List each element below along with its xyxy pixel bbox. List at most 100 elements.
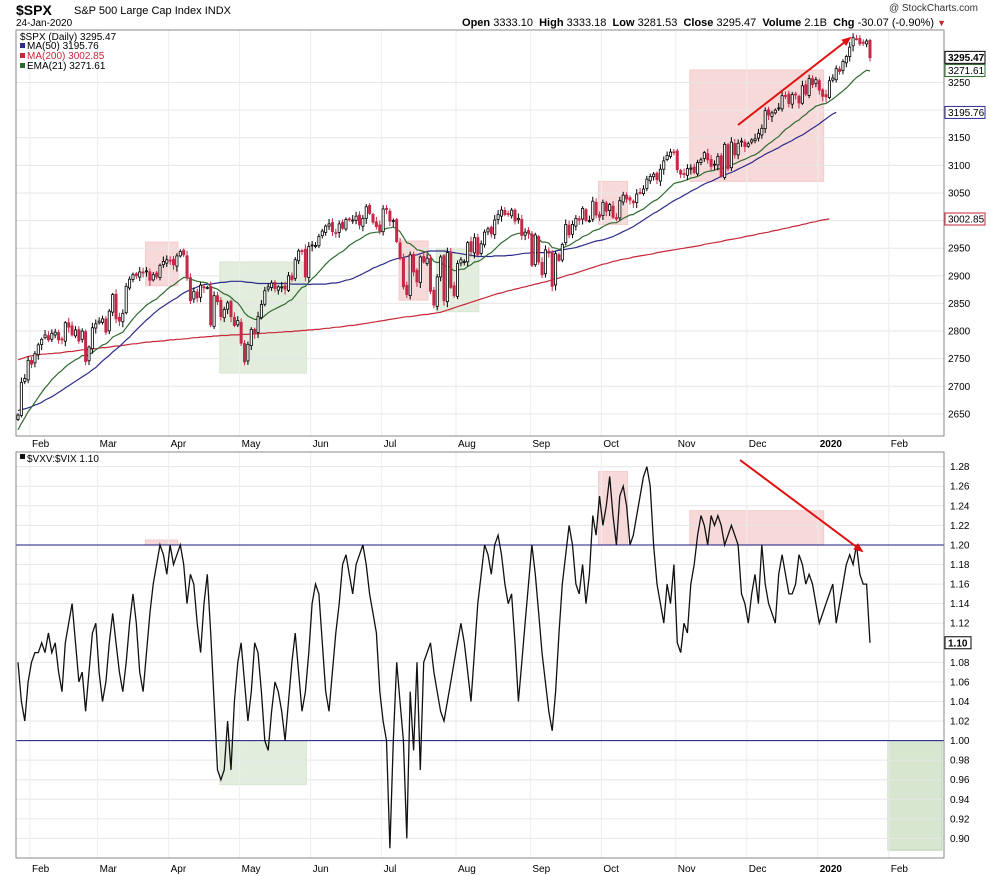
candle <box>750 138 754 145</box>
ratio-y-tick: 1.14 <box>950 599 970 610</box>
candle <box>685 164 689 181</box>
quote-summary: Open 3333.10 High 3333.18 Low 3281.53 Cl… <box>462 17 946 29</box>
candle <box>266 283 270 292</box>
candle-body <box>476 237 480 256</box>
candle <box>138 266 142 282</box>
low-value: 3281.53 <box>637 17 678 29</box>
volume-label: Volume <box>762 17 802 29</box>
candle-body <box>283 285 287 290</box>
price-x-tick: Jun <box>313 439 329 450</box>
candle-body <box>371 213 375 223</box>
candle-body <box>381 208 385 233</box>
candle <box>513 208 517 225</box>
volume-value: 2.1B <box>804 17 827 29</box>
candle <box>655 171 659 185</box>
price-y-tick: 2850 <box>948 299 971 310</box>
candle <box>192 287 196 303</box>
candle <box>60 336 64 345</box>
candle-body <box>104 318 108 333</box>
candle <box>212 291 216 330</box>
candle-body <box>564 224 568 244</box>
candle <box>324 224 328 236</box>
ratio-y-tick: 1.28 <box>950 462 970 473</box>
candle-body <box>794 93 798 96</box>
candle-body <box>422 255 426 263</box>
candle <box>604 200 608 217</box>
candle-body <box>222 309 226 319</box>
svg-text:MA(200) 3002.85: MA(200) 3002.85 <box>27 51 105 62</box>
candle <box>368 203 372 216</box>
candle <box>148 268 152 286</box>
price-tag-label: 3295.47 <box>948 53 985 64</box>
candle <box>151 271 155 282</box>
candle-body <box>780 95 784 110</box>
candle-body <box>84 331 88 362</box>
candle <box>520 214 524 240</box>
candle <box>378 220 382 235</box>
candle <box>466 241 470 267</box>
candle <box>827 76 831 100</box>
price-tag-box <box>944 50 986 64</box>
candle-body <box>209 286 213 326</box>
candle-body <box>709 159 713 167</box>
price-y-tick: 3050 <box>948 188 971 199</box>
candle-body <box>618 200 622 219</box>
security-name: S&P 500 Large Cap Index INDX <box>74 5 231 17</box>
candle <box>587 215 591 223</box>
candle-body <box>205 287 209 289</box>
candle <box>249 327 253 351</box>
ratio-y-tick: 1.20 <box>950 540 970 551</box>
candle-body <box>428 258 432 292</box>
candle <box>564 219 568 246</box>
candle-body <box>398 242 402 259</box>
candle-body <box>435 276 439 307</box>
price-panel-frame <box>15 29 945 437</box>
candle-body <box>814 79 818 84</box>
candle <box>239 318 243 346</box>
candle <box>117 312 121 327</box>
ratio-x-tick: Nov <box>678 864 696 875</box>
candle <box>199 282 203 303</box>
candle <box>550 249 554 292</box>
candle <box>371 212 375 225</box>
ratio-y-tick: 0.98 <box>950 756 970 767</box>
candle-body <box>577 218 581 221</box>
candle <box>790 91 794 109</box>
candle <box>645 175 649 192</box>
candle <box>188 273 192 304</box>
candle-body <box>665 154 669 160</box>
ratio-y-tick: 1.22 <box>950 521 970 532</box>
candle <box>777 102 781 111</box>
candle-body <box>158 264 162 278</box>
candle <box>408 251 412 300</box>
candle-body <box>834 68 838 81</box>
candle <box>270 280 274 291</box>
candle <box>527 227 531 239</box>
candle <box>736 139 740 160</box>
candle-body <box>797 95 801 104</box>
candle <box>101 315 105 325</box>
candle <box>385 204 389 214</box>
candle <box>283 281 287 295</box>
candle-body <box>493 219 497 235</box>
candle-body <box>513 209 517 222</box>
candle <box>729 137 733 171</box>
candle-body <box>773 109 777 114</box>
candle <box>824 89 828 103</box>
legend-ma200-value: 3002.85 <box>68 51 105 62</box>
candle-body <box>824 94 828 98</box>
candle-body <box>408 254 412 296</box>
open-label: Open <box>462 17 491 29</box>
candle-body <box>601 201 605 216</box>
candle <box>689 164 693 175</box>
candle <box>80 328 84 343</box>
candle-body <box>628 197 632 201</box>
candle <box>357 211 361 230</box>
candle <box>195 288 199 303</box>
candle-body <box>50 332 54 340</box>
candle <box>104 316 108 335</box>
ratio-panel-grid <box>16 452 944 858</box>
ratio-x-ticks: Feb Mar Apr May Jun Jul Aug Sep Oct Nov Dec 2020 Feb <box>32 864 908 875</box>
candle-body <box>26 359 30 381</box>
candle <box>320 228 324 239</box>
